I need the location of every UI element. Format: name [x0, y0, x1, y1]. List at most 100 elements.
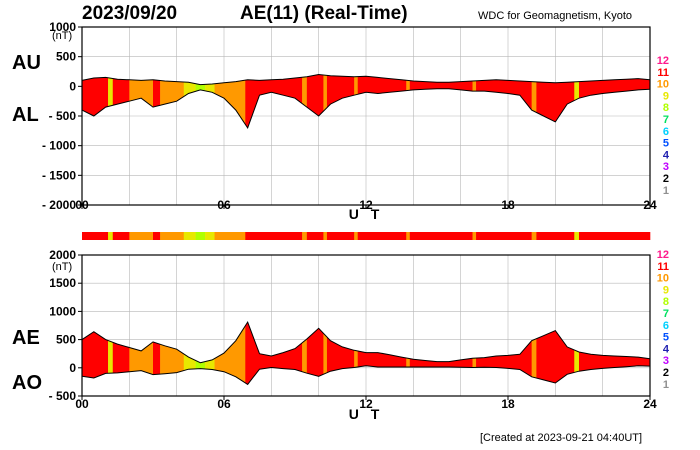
activity-band-segment	[357, 232, 407, 240]
chart-title: AE(11) (Real-Time)	[240, 3, 408, 24]
top-unit-label: (nT)	[52, 30, 73, 42]
activity-band-segment	[205, 232, 215, 240]
legend-level-11: 11	[657, 67, 669, 79]
x-tick-label: 06	[217, 397, 231, 411]
activity-band-segment	[406, 232, 411, 240]
area-level-segment	[153, 74, 161, 128]
y-tick-label: - 1500	[42, 168, 76, 182]
au-label: AU	[12, 52, 41, 74]
y-tick-label: - 1000	[42, 139, 76, 153]
legend-level-1: 1	[663, 185, 669, 197]
al-label: AL	[12, 104, 39, 126]
activity-band-segment	[472, 232, 477, 240]
x-tick-label: 12	[359, 397, 373, 411]
x-tick-label: 24	[643, 397, 657, 411]
legend-level-6: 6	[663, 320, 669, 332]
organization-label: WDC for Geomagnetism, Kyoto	[478, 10, 633, 22]
area-level-segment	[354, 322, 359, 385]
y-tick-label: 0	[69, 79, 76, 93]
ao-label: AO	[12, 372, 42, 394]
ae-label: AE	[12, 327, 40, 349]
activity-band-segment	[326, 232, 355, 240]
legend-level-2: 2	[663, 367, 669, 379]
y-tick-label: 500	[56, 50, 76, 64]
legend-level-2: 2	[663, 173, 669, 185]
activity-band-segment	[195, 232, 206, 240]
activity-band	[82, 232, 651, 240]
legend-level-9: 9	[663, 284, 669, 296]
area-level-segment	[302, 322, 308, 385]
activity-band-segment	[531, 232, 537, 240]
legend-level-10: 10	[657, 79, 669, 91]
chart-date: 2023/09/20	[82, 3, 178, 24]
area-level-segment	[195, 322, 206, 385]
legend-level-12: 12	[657, 249, 669, 261]
area-level-segment	[108, 74, 114, 128]
y-tick-label: 1000	[49, 304, 76, 318]
x-tick-label: 18	[501, 198, 515, 212]
area-level-segment	[323, 322, 328, 385]
legend-level-7: 7	[663, 308, 669, 320]
area-level-segment	[531, 322, 537, 385]
area-level-segment	[531, 74, 537, 128]
area-level-segment	[306, 322, 324, 385]
x-tick-label: 00	[75, 198, 89, 212]
au-line	[81, 73, 651, 86]
activity-band-segment	[245, 232, 303, 240]
area-level-segment	[205, 322, 215, 385]
y-tick-label: 0	[69, 361, 76, 375]
area-level-segment	[476, 322, 532, 385]
y-tick-label: 500	[56, 333, 76, 347]
area-level-segment	[326, 322, 355, 385]
y-tick-label: - 2000	[42, 198, 76, 212]
legend-level-1: 1	[663, 379, 669, 391]
y-tick-label: 1500	[49, 276, 76, 290]
y-tick-label: - 500	[49, 389, 77, 403]
activity-band-segment	[160, 232, 185, 240]
area-level-segment	[357, 322, 407, 385]
legend-level-3: 3	[663, 355, 669, 367]
legend-level-4: 4	[663, 343, 670, 355]
legend-level-9: 9	[663, 90, 669, 102]
area-level-segment	[409, 322, 473, 385]
area-level-segment	[579, 322, 650, 385]
legend-level-7: 7	[663, 114, 669, 126]
activity-band-segment	[129, 232, 154, 240]
area-level-segment	[183, 322, 196, 385]
created-timestamp: [Created at 2023-09-21 04:40UT]	[480, 432, 643, 444]
legend-level-11: 11	[657, 261, 669, 273]
area-level-segment	[153, 322, 161, 385]
area-level-segment	[160, 322, 185, 385]
x-tick-label: 18	[501, 397, 515, 411]
ao-line	[81, 365, 651, 386]
y-tick-label: 1000	[49, 20, 76, 34]
activity-band-segment	[536, 232, 575, 240]
activity-band-segment	[306, 232, 324, 240]
legend-level-8: 8	[663, 296, 669, 308]
activity-band-segment	[409, 232, 473, 240]
legend-level-4: 4	[663, 149, 670, 161]
activity-band-segment	[108, 232, 114, 240]
legend-level-8: 8	[663, 102, 669, 114]
y-tick-label: - 500	[49, 109, 77, 123]
x-axis-label: U T	[349, 206, 384, 222]
area-level-segment	[108, 322, 114, 385]
activity-band-segment	[302, 232, 308, 240]
area-level-segment	[472, 322, 477, 385]
legend-level-3: 3	[663, 161, 669, 173]
area-level-segment	[302, 74, 308, 128]
area-level-segment	[112, 322, 130, 385]
y-tick-label: 2000	[49, 248, 76, 262]
legend-level-5: 5	[663, 332, 669, 344]
legend-level-5: 5	[663, 138, 669, 150]
bottom-unit-label: (nT)	[52, 261, 73, 273]
activity-band-segment	[153, 232, 161, 240]
activity-band-segment	[476, 232, 532, 240]
x-axis-label: U T	[349, 406, 384, 422]
area-level-segment	[82, 322, 109, 385]
activity-band-segment	[579, 232, 651, 240]
activity-band-segment	[574, 232, 580, 240]
legend-level-6: 6	[663, 126, 669, 138]
